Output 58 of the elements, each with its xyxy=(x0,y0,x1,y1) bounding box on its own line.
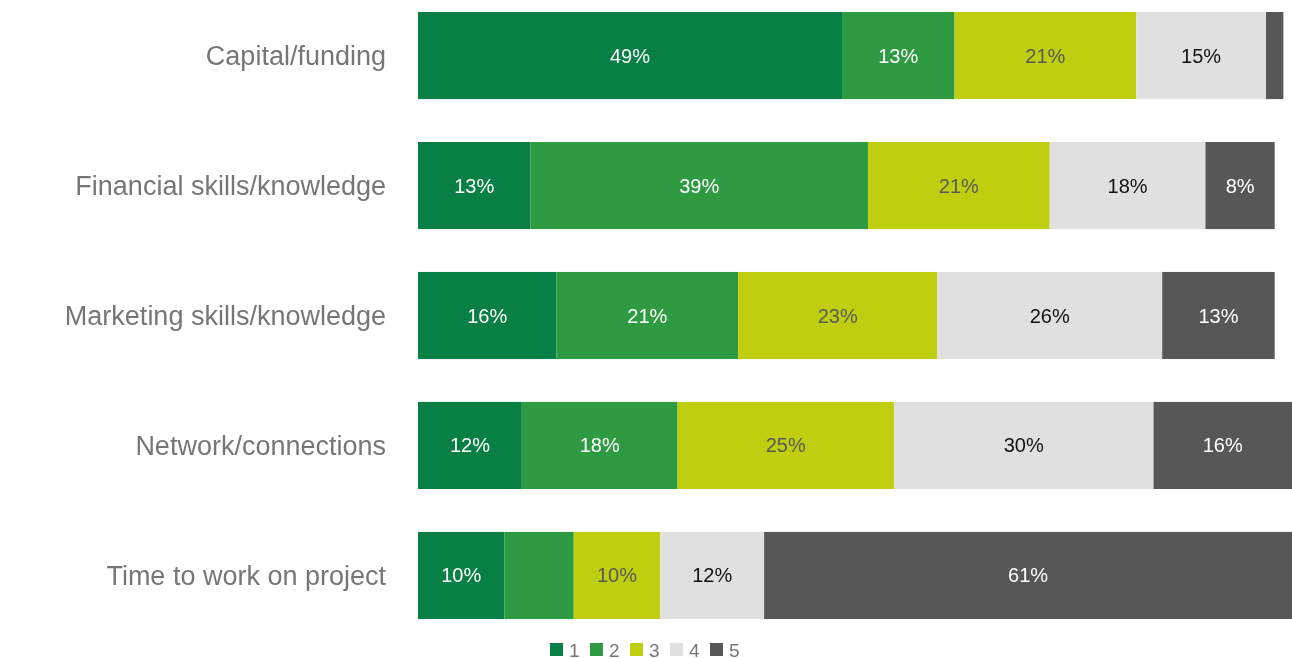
y-tick-label: Network/connections xyxy=(135,430,386,461)
bar xyxy=(521,401,678,490)
data-label: 23% xyxy=(817,304,858,327)
bar xyxy=(418,401,522,490)
legend-label: 4 xyxy=(689,639,700,658)
data-label: 25% xyxy=(765,434,806,457)
bar xyxy=(418,271,557,360)
data-label: 15% xyxy=(1181,44,1222,67)
bar xyxy=(937,271,1163,360)
bar xyxy=(1153,401,1292,490)
bar xyxy=(556,271,739,360)
data-label: 18% xyxy=(579,434,620,457)
bar xyxy=(954,12,1137,100)
bar xyxy=(764,531,1292,619)
bar xyxy=(842,12,955,100)
bar xyxy=(738,271,938,360)
legend-label: 5 xyxy=(729,639,740,658)
data-label: 21% xyxy=(938,174,980,197)
bar xyxy=(530,141,868,230)
data-label: 12% xyxy=(692,564,733,587)
bar xyxy=(677,401,894,490)
data-label: 26% xyxy=(1029,304,1070,327)
y-tick-label: Time to work on project xyxy=(106,560,387,591)
data-label: 49% xyxy=(609,44,651,67)
data-label: 10% xyxy=(597,564,638,587)
y-tick-label: Financial skills/knowledge xyxy=(75,170,386,201)
bar xyxy=(418,141,531,230)
bar xyxy=(1162,271,1275,360)
data-label: 16% xyxy=(1202,434,1243,457)
legend-label: 1 xyxy=(569,639,580,658)
data-label: 13% xyxy=(454,174,495,197)
bar xyxy=(418,531,505,619)
data-label: 10% xyxy=(441,564,482,587)
bar xyxy=(573,531,661,619)
legend-label: 2 xyxy=(609,639,620,658)
bar xyxy=(1205,141,1275,230)
bar xyxy=(418,12,843,100)
bar xyxy=(867,141,1050,230)
bar xyxy=(1049,141,1206,230)
y-tick-label: Marketing skills/knowledge xyxy=(64,300,386,331)
bar xyxy=(504,531,574,619)
data-label: 39% xyxy=(679,174,720,197)
data-label: 18% xyxy=(1107,174,1148,197)
data-label: 21% xyxy=(1025,44,1066,67)
legend-label: 3 xyxy=(649,639,660,658)
data-label: 8% xyxy=(1225,174,1255,197)
y-tick-label: Capital/funding xyxy=(205,40,386,71)
data-label: 12% xyxy=(449,434,491,457)
bar xyxy=(660,531,765,619)
bar xyxy=(1136,12,1267,100)
data-label: 16% xyxy=(467,304,508,327)
data-label: 13% xyxy=(1198,304,1239,327)
data-label: 30% xyxy=(1003,434,1044,457)
bar xyxy=(893,401,1154,490)
data-label: 61% xyxy=(1008,564,1049,587)
data-label: 13% xyxy=(878,44,919,67)
data-label: 21% xyxy=(627,304,668,327)
bar xyxy=(1266,12,1284,100)
